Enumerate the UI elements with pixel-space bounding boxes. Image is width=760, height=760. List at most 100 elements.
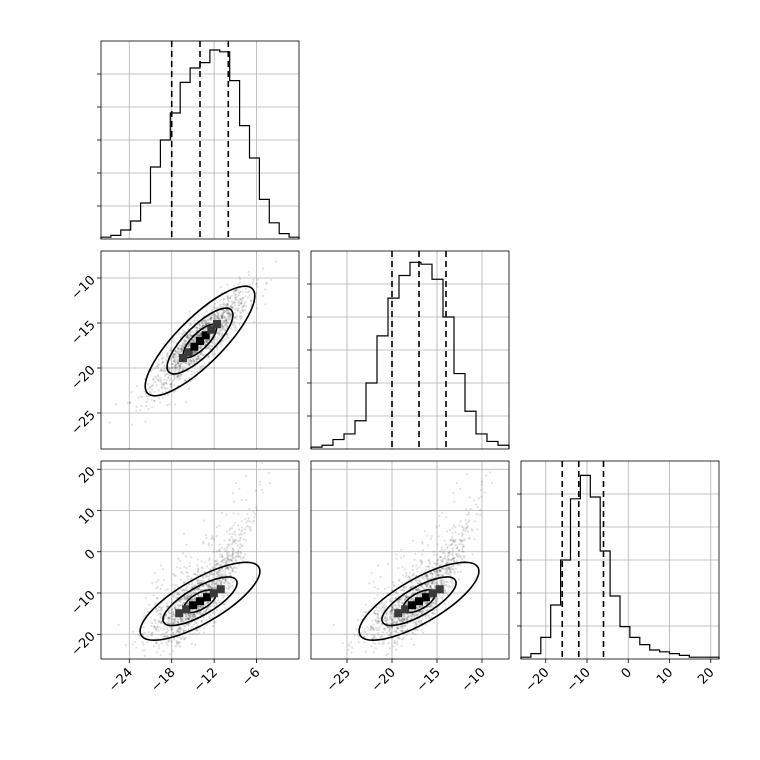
scatter-point: [388, 633, 392, 637]
scatter-point: [174, 645, 177, 648]
scatter-point: [192, 356, 195, 359]
scatter-point: [434, 598, 438, 601]
scatter-point: [161, 369, 164, 372]
scatter-point: [207, 578, 210, 581]
scatter-point: [231, 584, 234, 587]
scatter-point: [451, 582, 455, 585]
scatter-point: [372, 651, 376, 654]
scatter-point: [207, 346, 210, 349]
scatter-point: [187, 370, 190, 373]
scatter-point: [231, 307, 234, 310]
scatter-point: [387, 642, 390, 645]
scatter-point: [411, 574, 414, 577]
scatter-point: [436, 543, 439, 546]
scatter-point: [155, 628, 158, 631]
scatter-point: [462, 545, 466, 548]
scatter-point: [473, 538, 476, 541]
scatter-point: [232, 548, 235, 552]
scatter-point: [234, 326, 237, 330]
scatter-point: [189, 615, 192, 618]
scatter-point: [221, 317, 225, 320]
scatter-point: [479, 489, 482, 492]
scatter-point: [424, 602, 428, 605]
scatter-point: [226, 556, 229, 560]
scatter-point: [450, 567, 454, 570]
scatter-point: [387, 634, 391, 637]
scatter-point: [172, 634, 175, 637]
scatter-point: [209, 573, 212, 576]
scatter-point: [181, 635, 184, 638]
scatter-point: [239, 302, 243, 305]
scatter-point: [196, 326, 199, 329]
scatter-point: [274, 260, 277, 263]
scatter-point: [192, 352, 196, 355]
scatter-point: [264, 303, 267, 306]
scatter-point: [451, 542, 454, 545]
scatter-point: [449, 585, 452, 588]
scatter-point: [240, 309, 244, 312]
scatter-point: [407, 595, 410, 598]
scatter-point: [224, 304, 227, 307]
scatter-point: [161, 391, 164, 394]
scatter-point: [183, 339, 186, 342]
scatter-point: [385, 605, 388, 608]
scatter-point: [415, 564, 418, 567]
scatter-point: [155, 587, 158, 590]
scatter-point: [182, 619, 185, 623]
scatter-point: [403, 597, 406, 601]
scatter-point: [184, 617, 188, 621]
scatter-point: [172, 357, 175, 360]
scatter-point: [405, 586, 408, 589]
scatter-point: [176, 585, 179, 588]
scatter-point: [213, 302, 216, 306]
scatter-point: [231, 547, 235, 551]
scatter-point: [204, 323, 208, 326]
scatter-point: [445, 584, 448, 587]
scatter-point: [195, 351, 198, 354]
scatter-point: [175, 360, 178, 363]
scatter-point: [185, 595, 188, 599]
scatter-point: [444, 568, 448, 571]
scatter-point: [153, 390, 156, 393]
hist-frame: [520, 460, 720, 660]
scatter-point: [172, 621, 175, 624]
scatter-point: [144, 596, 147, 599]
scatter-point: [218, 333, 221, 336]
scatter-point: [388, 613, 392, 616]
scatter-point: [390, 607, 394, 610]
scatter-point: [455, 554, 459, 558]
scatter-point: [224, 337, 228, 341]
scatter-point: [386, 616, 389, 619]
scatter-point: [226, 566, 229, 570]
scatter-point: [186, 382, 189, 386]
scatter-point: [190, 586, 193, 589]
scatter-point: [444, 557, 447, 560]
scatter-point: [209, 585, 212, 588]
scatter-point: [260, 488, 264, 491]
scatter-point: [157, 389, 160, 392]
scatter-point: [385, 600, 388, 603]
scatter-point: [229, 559, 232, 562]
scatter-point: [233, 315, 236, 319]
scatter-point: [167, 619, 171, 623]
scatter-point: [199, 325, 202, 328]
scatter-point: [421, 576, 424, 579]
density-cell: [201, 331, 210, 340]
scatter-point: [176, 362, 179, 365]
scatter-point: [406, 596, 409, 599]
density-cell: [216, 585, 225, 594]
scatter-point: [440, 563, 443, 566]
scatter-point: [410, 593, 413, 596]
scatter-point: [221, 560, 224, 563]
scatter-point: [397, 601, 400, 604]
scatter-point: [201, 354, 205, 357]
scatter-point: [162, 370, 166, 373]
scatter-point: [180, 344, 183, 347]
scatter-point: [173, 359, 176, 363]
scatter-point: [461, 550, 464, 553]
scatter-point: [164, 394, 167, 397]
scatter-point: [176, 374, 180, 378]
scatter-point: [160, 379, 163, 382]
scatter-point: [141, 395, 144, 399]
scatter-point: [240, 301, 243, 304]
